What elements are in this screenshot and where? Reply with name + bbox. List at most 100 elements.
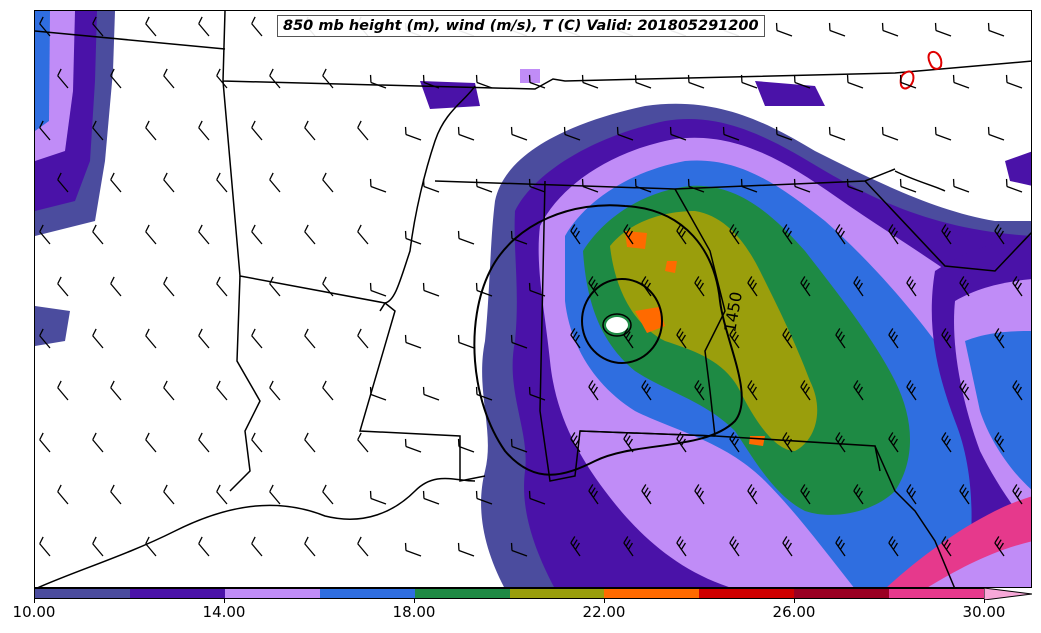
colorbar-tick-label: 26.00 <box>772 603 816 621</box>
wind-barb <box>729 328 740 349</box>
wind-barb <box>216 68 228 89</box>
wind-barb <box>57 380 69 401</box>
wind-barb <box>369 178 387 193</box>
wind-barb <box>39 328 51 349</box>
wind-barb <box>92 328 104 349</box>
wind-barb <box>357 224 369 245</box>
wind-barb <box>1012 484 1023 505</box>
wind-barb <box>92 16 104 37</box>
colorbar-segment <box>414 589 510 598</box>
colorbar-tick <box>984 599 985 603</box>
wind-barb <box>634 74 652 89</box>
colorbar-tick-label: 10.00 <box>12 603 56 621</box>
wind-barb <box>694 380 705 401</box>
wind-barb <box>941 432 952 453</box>
wind-barb <box>623 432 634 453</box>
wind-barb <box>835 328 846 349</box>
colorbar-tick-label: 30.00 <box>962 603 1006 621</box>
colorbar-tick <box>414 599 415 603</box>
wind-barb <box>623 224 634 245</box>
wind-barb <box>422 74 440 89</box>
wind-barb <box>959 380 970 401</box>
wind-barb <box>216 380 228 401</box>
wind-barb <box>198 224 210 245</box>
wind-barb <box>145 120 157 141</box>
wind-barb <box>1005 74 1023 89</box>
wind-barb <box>145 536 157 557</box>
wind-barb <box>110 172 122 193</box>
map-panel: 1450 <box>34 10 1032 588</box>
wind-barb <box>800 484 811 505</box>
wind-barb <box>570 224 581 245</box>
map-canvas: 1450 <box>35 11 1031 587</box>
wind-barb <box>959 276 970 297</box>
wind-barb <box>775 22 793 37</box>
wind-barb <box>729 224 740 245</box>
colorbar-segment <box>889 589 985 598</box>
wind-barb <box>641 380 652 401</box>
wind-barb <box>853 276 864 297</box>
wind-barb <box>251 224 263 245</box>
wind-barb <box>404 230 422 245</box>
wind-barb <box>145 432 157 453</box>
wind-barb <box>793 74 811 89</box>
wind-barb <box>198 120 210 141</box>
wind-barb <box>322 380 334 401</box>
wind-barb <box>623 536 634 557</box>
wind-barb <box>510 334 528 349</box>
wind-barb <box>899 178 917 193</box>
wind-barb <box>198 328 210 349</box>
wind-barb <box>747 276 758 297</box>
wind-barb <box>369 282 387 297</box>
wind-barb <box>357 328 369 349</box>
wind-barb <box>588 484 599 505</box>
wind-barb <box>304 536 316 557</box>
wind-barb <box>888 224 899 245</box>
wind-barb <box>775 126 793 141</box>
wind-barb <box>322 172 334 193</box>
wind-barb <box>1005 178 1023 193</box>
wind-barb <box>304 328 316 349</box>
wind-barb <box>216 484 228 505</box>
wind-barb <box>510 126 528 141</box>
wind-barb <box>994 328 1005 349</box>
wind-barb <box>687 74 705 89</box>
wind-barb <box>634 178 652 193</box>
wind-barb <box>828 126 846 141</box>
wind-barb <box>694 276 705 297</box>
colorbar-tick <box>794 599 795 603</box>
wind-barb <box>475 386 493 401</box>
wind-barb <box>404 334 422 349</box>
wind-barb <box>987 22 1005 37</box>
wind-barb <box>269 484 281 505</box>
wind-barb <box>475 490 493 505</box>
wind-barb <box>934 22 952 37</box>
wind-barb <box>39 224 51 245</box>
wind-barb <box>404 542 422 557</box>
wind-barb <box>747 484 758 505</box>
wind-barb <box>888 432 899 453</box>
wind-barb <box>740 74 758 89</box>
wind-barb <box>510 230 528 245</box>
wind-barb <box>57 68 69 89</box>
wind-barb <box>987 126 1005 141</box>
wind-barb <box>800 380 811 401</box>
colorbar-tick-label: 14.00 <box>202 603 246 621</box>
wind-barb <box>457 230 475 245</box>
wind-barb <box>623 328 634 349</box>
wind-barb <box>457 542 475 557</box>
wind-barb <box>251 432 263 453</box>
wind-barb <box>747 380 758 401</box>
wind-barb <box>959 484 970 505</box>
wind-barb <box>510 438 528 453</box>
wind-barb <box>39 432 51 453</box>
wind-barb <box>800 276 811 297</box>
wind-barb <box>404 438 422 453</box>
wind-barb <box>694 484 705 505</box>
wind-barb <box>422 490 440 505</box>
wind-barb <box>145 224 157 245</box>
wind-barb <box>304 120 316 141</box>
colorbar-segment <box>129 589 225 598</box>
wind-barb <box>216 276 228 297</box>
wind-barb <box>163 68 175 89</box>
